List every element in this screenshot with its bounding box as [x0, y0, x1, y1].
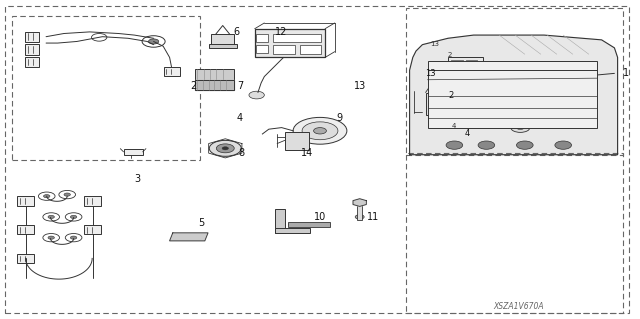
Bar: [195, 69, 234, 81]
Circle shape: [355, 215, 364, 219]
Bar: [164, 67, 180, 76]
Bar: [124, 149, 143, 155]
Bar: [256, 45, 268, 53]
Bar: [209, 44, 237, 48]
Circle shape: [303, 223, 308, 226]
Bar: [25, 32, 39, 42]
Bar: [275, 209, 285, 233]
Circle shape: [511, 123, 530, 132]
Bar: [273, 45, 295, 54]
Circle shape: [44, 195, 50, 198]
Text: 4: 4: [237, 113, 243, 123]
Circle shape: [296, 223, 301, 226]
Bar: [426, 93, 461, 115]
Circle shape: [249, 91, 264, 99]
Circle shape: [302, 122, 338, 140]
Bar: [256, 34, 268, 42]
Bar: [17, 196, 34, 206]
Circle shape: [70, 215, 77, 219]
Text: 3: 3: [134, 174, 141, 184]
Text: 13: 13: [353, 81, 366, 91]
Circle shape: [324, 223, 329, 226]
Circle shape: [555, 141, 572, 149]
Circle shape: [293, 117, 347, 144]
Bar: [466, 69, 477, 72]
Polygon shape: [353, 199, 366, 206]
Text: 14: 14: [301, 148, 314, 158]
Circle shape: [48, 215, 54, 219]
Bar: [84, 196, 101, 206]
Circle shape: [317, 223, 322, 226]
Bar: [466, 60, 477, 63]
Text: 5: 5: [198, 218, 205, 228]
Bar: [25, 57, 39, 67]
Text: 9: 9: [336, 113, 342, 123]
Bar: [448, 57, 483, 73]
Bar: [428, 61, 597, 128]
Text: 6: 6: [234, 27, 240, 37]
Text: 2: 2: [190, 81, 196, 91]
Text: 4: 4: [451, 122, 456, 129]
Bar: [466, 64, 477, 67]
Bar: [451, 64, 463, 67]
Bar: [25, 44, 39, 55]
Circle shape: [216, 144, 234, 153]
Text: 13: 13: [430, 41, 439, 47]
Bar: [84, 225, 101, 234]
Circle shape: [222, 147, 228, 150]
Circle shape: [516, 126, 524, 130]
Circle shape: [64, 193, 70, 196]
Polygon shape: [170, 233, 208, 241]
Text: 2: 2: [449, 91, 454, 100]
Text: XSZA1V670A: XSZA1V670A: [493, 302, 544, 311]
Bar: [357, 203, 362, 220]
Circle shape: [289, 223, 294, 226]
Bar: [451, 69, 463, 72]
Text: 7: 7: [237, 81, 243, 91]
Circle shape: [446, 141, 463, 149]
Text: 10: 10: [314, 212, 326, 222]
Polygon shape: [536, 83, 559, 91]
Circle shape: [148, 39, 159, 44]
Bar: [300, 45, 321, 54]
Circle shape: [70, 236, 77, 239]
Text: 1: 1: [623, 68, 629, 78]
Circle shape: [516, 141, 533, 149]
Polygon shape: [410, 35, 618, 155]
Bar: [17, 254, 34, 263]
Circle shape: [314, 128, 326, 134]
Bar: [451, 60, 463, 63]
Text: 13: 13: [425, 69, 435, 78]
Circle shape: [310, 223, 315, 226]
Bar: [275, 228, 310, 233]
Bar: [255, 29, 325, 57]
Bar: [211, 34, 234, 45]
Text: 12: 12: [275, 27, 288, 37]
Text: 2: 2: [448, 52, 452, 58]
Bar: [17, 225, 34, 234]
Circle shape: [209, 140, 241, 156]
Bar: [288, 222, 330, 227]
Text: 11: 11: [367, 212, 380, 222]
Bar: [273, 34, 321, 42]
Circle shape: [478, 141, 495, 149]
Circle shape: [48, 236, 54, 239]
Text: 4: 4: [465, 130, 470, 138]
Bar: [285, 132, 309, 150]
Polygon shape: [195, 80, 234, 90]
Text: 8: 8: [239, 148, 245, 158]
